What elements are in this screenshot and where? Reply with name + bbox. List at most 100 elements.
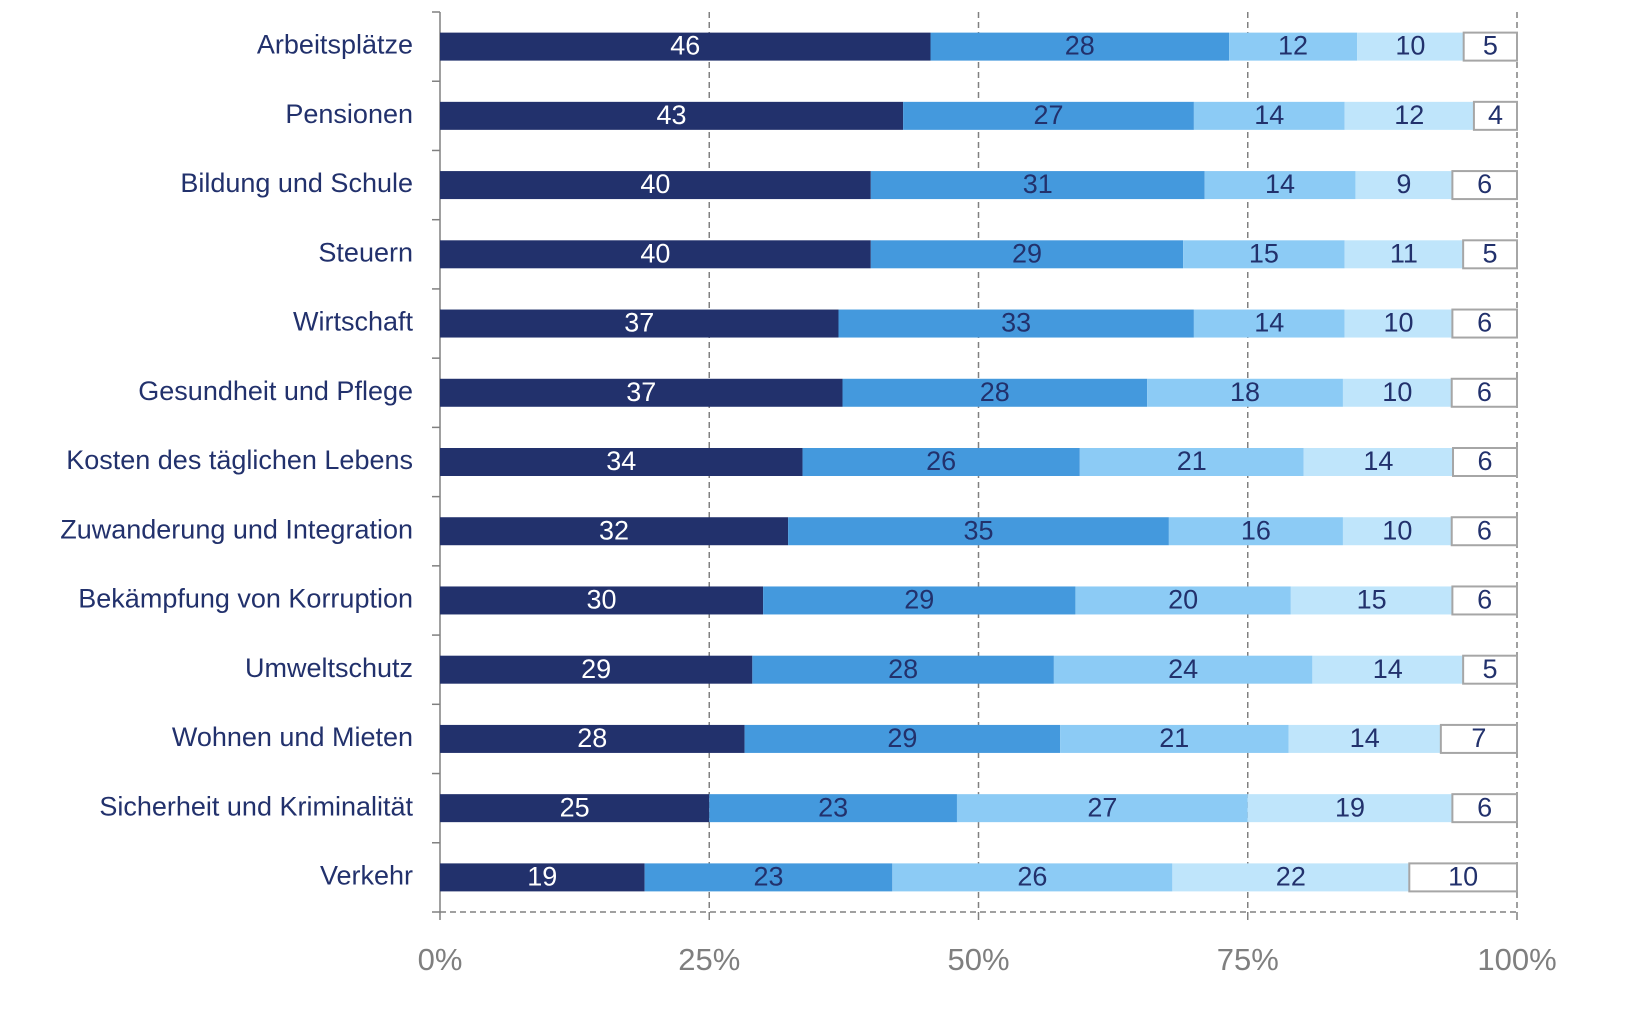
bar-segment — [440, 309, 839, 338]
data-label: 6 — [1477, 446, 1492, 476]
data-label: 27 — [1087, 792, 1117, 822]
data-label: 10 — [1448, 862, 1478, 892]
bar-segment — [763, 586, 1076, 615]
data-label: 10 — [1384, 308, 1414, 338]
bar-segment — [1450, 377, 1519, 408]
bar-segment — [1462, 31, 1519, 62]
data-label: 25 — [560, 792, 590, 822]
data-label: 12 — [1278, 31, 1308, 61]
data-label: 32 — [599, 515, 629, 545]
bar-segment — [440, 724, 745, 753]
data-label: 40 — [640, 169, 670, 199]
data-label: 7 — [1471, 723, 1486, 753]
data-label: 31 — [1023, 169, 1053, 199]
data-label: 19 — [1335, 792, 1365, 822]
bar-segment — [930, 32, 1230, 61]
bar-segment — [440, 517, 789, 546]
data-label: 14 — [1363, 446, 1393, 476]
data-label: 43 — [657, 100, 687, 130]
bar-segment — [903, 101, 1194, 130]
bar-segment — [1075, 586, 1291, 615]
bar-segment — [1355, 171, 1453, 200]
data-label: 14 — [1265, 169, 1295, 199]
y-tick-label: Bekämpfung von Korruption — [78, 584, 413, 614]
bar-segment — [709, 794, 957, 823]
bar-segment — [1451, 170, 1519, 201]
bar-segment — [1204, 171, 1356, 200]
bar-segment — [1060, 724, 1289, 753]
y-tick-label: Steuern — [318, 237, 413, 267]
data-label: 10 — [1382, 515, 1412, 545]
bar-segment — [1290, 586, 1453, 615]
data-label: 16 — [1241, 515, 1271, 545]
bar-segment — [892, 863, 1173, 892]
data-label: 29 — [581, 654, 611, 684]
bar-segment — [1147, 378, 1343, 407]
data-label: 6 — [1477, 169, 1492, 199]
data-label: 6 — [1477, 308, 1492, 338]
data-label: 28 — [980, 377, 1010, 407]
bar-segment — [1452, 447, 1518, 477]
bar-segment — [440, 171, 871, 200]
data-label: 28 — [1065, 31, 1095, 61]
data-label: 6 — [1477, 515, 1492, 545]
data-label: 23 — [818, 792, 848, 822]
data-label: 22 — [1276, 862, 1306, 892]
data-label: 20 — [1168, 585, 1198, 615]
x-tick-label: 50% — [947, 942, 1009, 977]
bar-segment — [1450, 516, 1519, 547]
data-label: 14 — [1373, 654, 1403, 684]
bar-segment — [440, 863, 645, 892]
bar-segment — [1303, 448, 1454, 476]
bar-segment — [1439, 723, 1519, 754]
y-tick-label: Pensionen — [285, 99, 413, 129]
data-label: 34 — [606, 446, 636, 476]
y-tick-label: Wohnen und Mieten — [172, 722, 413, 752]
bar-segment — [440, 101, 904, 130]
x-tick-label: 25% — [678, 942, 740, 977]
data-label: 10 — [1382, 377, 1412, 407]
bar-segment — [440, 586, 764, 615]
data-label: 29 — [887, 723, 917, 753]
data-label: 21 — [1177, 446, 1207, 476]
bar-segment — [1079, 448, 1304, 476]
bar-segment — [1053, 655, 1313, 684]
data-label: 10 — [1395, 31, 1425, 61]
bar-segment — [1472, 100, 1519, 131]
data-label: 19 — [527, 862, 557, 892]
y-tick-label: Umweltschutz — [245, 653, 413, 683]
data-label: 5 — [1483, 238, 1498, 268]
bar-segment — [440, 240, 871, 269]
bar-segment — [1247, 794, 1453, 823]
data-label: 29 — [904, 585, 934, 615]
bar-segment — [1342, 517, 1452, 546]
bar-segment — [1357, 32, 1464, 61]
y-tick-label: Sicherheit und Kriminalität — [99, 791, 413, 821]
y-tick-label: Gesundheit und Pflege — [138, 376, 413, 406]
data-label: 12 — [1394, 100, 1424, 130]
data-label: 37 — [626, 377, 656, 407]
bar-segment — [1229, 32, 1358, 61]
data-label: 40 — [640, 238, 670, 268]
data-label: 15 — [1249, 238, 1279, 268]
data-label: 18 — [1230, 377, 1260, 407]
bar-segment — [870, 240, 1184, 269]
bar-segment — [1462, 654, 1519, 685]
bar-segment — [788, 517, 1169, 546]
data-label: 11 — [1390, 238, 1418, 268]
bar-segment — [744, 724, 1061, 753]
bar-segment — [870, 171, 1205, 200]
data-label: 6 — [1477, 377, 1492, 407]
bar-segment — [752, 655, 1054, 684]
bar-segment — [1451, 308, 1519, 339]
bar-segment — [956, 794, 1248, 823]
data-label: 28 — [577, 723, 607, 753]
bar-segment — [440, 655, 753, 684]
bar-segment — [1172, 863, 1410, 892]
y-tick-label: Zuwanderung und Integration — [60, 514, 413, 544]
bar-segment — [440, 794, 710, 823]
bar-segment — [440, 32, 931, 61]
bar-segment — [802, 448, 1080, 476]
bar-segment — [1312, 655, 1464, 684]
